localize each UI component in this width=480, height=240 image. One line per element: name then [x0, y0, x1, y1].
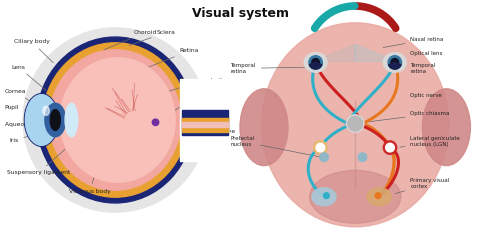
Circle shape	[152, 119, 159, 126]
Text: Lens: Lens	[12, 65, 46, 90]
Circle shape	[324, 193, 329, 198]
Ellipse shape	[49, 50, 181, 190]
Ellipse shape	[262, 23, 449, 227]
Ellipse shape	[240, 89, 288, 166]
Circle shape	[316, 143, 325, 152]
Ellipse shape	[422, 89, 470, 166]
Text: Pretectal
nucleus: Pretectal nucleus	[230, 136, 319, 157]
Ellipse shape	[43, 106, 49, 115]
Text: Optical lens: Optical lens	[397, 52, 443, 60]
FancyBboxPatch shape	[182, 110, 228, 135]
Ellipse shape	[45, 103, 66, 137]
Ellipse shape	[367, 188, 391, 206]
Text: Temporal
retina: Temporal retina	[403, 63, 436, 74]
Text: Fovea centralis: Fovea centralis	[153, 78, 226, 96]
Circle shape	[358, 153, 367, 162]
Circle shape	[383, 141, 396, 154]
Ellipse shape	[312, 188, 336, 206]
Text: Sclera: Sclera	[129, 30, 175, 45]
FancyBboxPatch shape	[182, 122, 228, 127]
Polygon shape	[314, 44, 355, 61]
Circle shape	[313, 141, 327, 154]
Text: Lateral geniculate
nucleus (LGN): Lateral geniculate nucleus (LGN)	[400, 136, 460, 147]
Text: Optic disc: Optic disc	[161, 95, 210, 120]
Text: Ciliary body: Ciliary body	[14, 39, 53, 63]
Circle shape	[391, 59, 398, 66]
FancyBboxPatch shape	[184, 118, 226, 132]
Circle shape	[375, 193, 381, 198]
Ellipse shape	[60, 58, 175, 182]
Circle shape	[23, 28, 207, 212]
Ellipse shape	[50, 110, 60, 130]
Ellipse shape	[304, 53, 327, 72]
FancyBboxPatch shape	[184, 110, 226, 135]
Circle shape	[320, 153, 328, 162]
Text: Aqueous body: Aqueous body	[5, 120, 48, 127]
Text: Retina: Retina	[145, 48, 199, 68]
Circle shape	[348, 116, 363, 131]
Text: Optic chiasma: Optic chiasma	[366, 112, 450, 122]
Polygon shape	[355, 44, 396, 61]
FancyBboxPatch shape	[184, 122, 226, 127]
Text: Optic nerve: Optic nerve	[193, 127, 236, 134]
Ellipse shape	[65, 103, 78, 137]
Text: Pupil: Pupil	[5, 105, 43, 114]
Ellipse shape	[37, 37, 193, 203]
Text: Vitreous body: Vitreous body	[69, 162, 111, 194]
Circle shape	[386, 143, 395, 152]
Wedge shape	[388, 62, 401, 69]
Circle shape	[312, 59, 320, 66]
Circle shape	[346, 114, 364, 133]
Text: Iris: Iris	[9, 131, 45, 143]
Ellipse shape	[25, 95, 58, 145]
Circle shape	[309, 56, 323, 69]
Ellipse shape	[43, 43, 188, 197]
Text: Temporal
retina: Temporal retina	[230, 63, 304, 74]
Ellipse shape	[310, 170, 401, 223]
Text: Primary visual
cortex: Primary visual cortex	[395, 178, 450, 194]
Text: Nasal retina: Nasal retina	[383, 37, 444, 48]
Text: Suspensory ligament: Suspensory ligament	[7, 150, 70, 175]
Text: Choroid: Choroid	[104, 30, 157, 50]
FancyBboxPatch shape	[180, 78, 230, 162]
Ellipse shape	[384, 53, 406, 72]
Text: Visual system: Visual system	[192, 7, 288, 20]
Text: Optic nerve: Optic nerve	[405, 94, 442, 98]
Wedge shape	[309, 62, 322, 69]
FancyBboxPatch shape	[182, 118, 228, 132]
Circle shape	[388, 56, 401, 69]
Text: Cornea: Cornea	[5, 89, 34, 103]
